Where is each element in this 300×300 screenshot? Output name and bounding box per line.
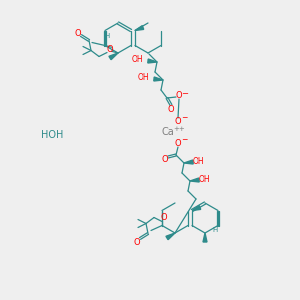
Text: −: − xyxy=(182,89,188,98)
Text: O: O xyxy=(175,139,181,148)
Text: OH: OH xyxy=(137,74,149,82)
Text: O: O xyxy=(75,29,81,38)
Text: OH: OH xyxy=(198,175,210,184)
Polygon shape xyxy=(166,233,175,240)
Text: OH: OH xyxy=(131,56,143,64)
Text: −: − xyxy=(181,136,187,145)
Text: O: O xyxy=(175,116,181,125)
Text: O: O xyxy=(161,214,167,223)
Text: −: − xyxy=(181,113,187,122)
Text: O: O xyxy=(176,91,182,100)
Polygon shape xyxy=(148,59,157,63)
Text: Ca: Ca xyxy=(162,127,174,137)
Text: O: O xyxy=(168,104,174,113)
Text: OH: OH xyxy=(192,157,204,166)
Text: O: O xyxy=(134,238,140,247)
Text: H: H xyxy=(212,227,217,233)
Text: ++: ++ xyxy=(173,126,185,132)
Polygon shape xyxy=(184,160,193,164)
Polygon shape xyxy=(190,178,199,182)
Text: HOH: HOH xyxy=(41,130,63,140)
Text: O: O xyxy=(106,45,113,54)
Text: O: O xyxy=(162,155,168,164)
Polygon shape xyxy=(135,26,144,31)
Polygon shape xyxy=(203,233,207,242)
Polygon shape xyxy=(192,206,201,211)
Polygon shape xyxy=(154,77,163,81)
Polygon shape xyxy=(109,53,118,60)
Text: H: H xyxy=(104,32,110,38)
